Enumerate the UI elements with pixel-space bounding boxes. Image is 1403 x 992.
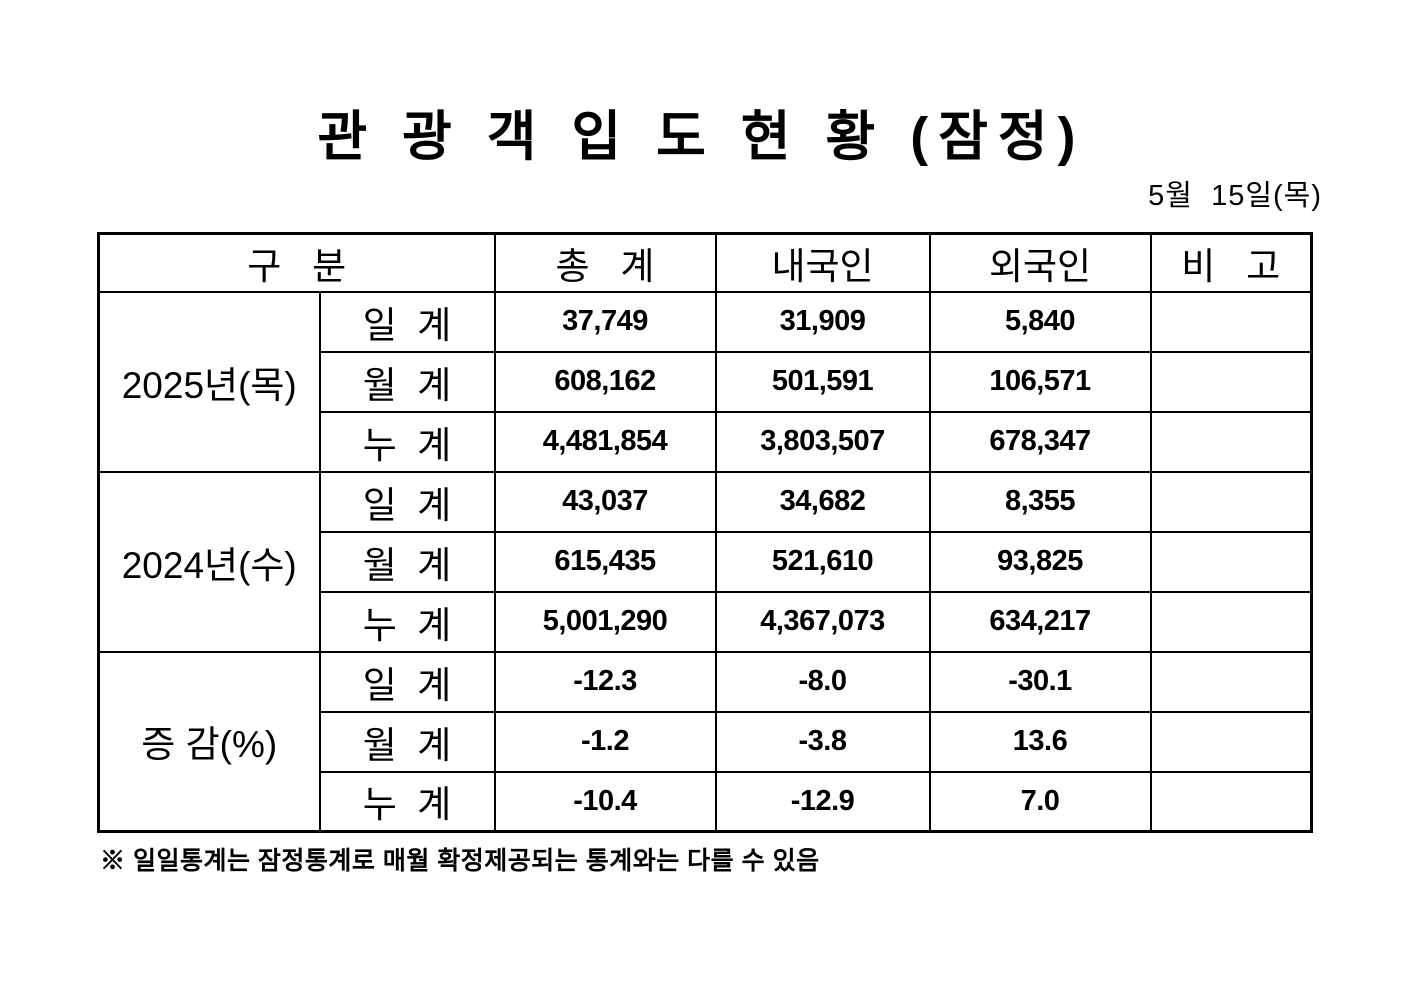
page-title: 관 광 객 입 도 현 황 (잠정): [317, 107, 1086, 167]
value-total: 615,435: [493, 530, 717, 593]
value-domestic: 521,610: [714, 530, 931, 593]
value-note: [1149, 770, 1313, 833]
row-label-daily: 일 계: [318, 470, 496, 533]
value-domestic: -3.8: [714, 710, 931, 773]
table-row: 2025년(목) 일 계 37,749 31,909 5,840: [97, 290, 1313, 473]
value-foreign: 678,347: [928, 410, 1152, 473]
row-label-cumulative: 누 계: [318, 590, 496, 653]
value-note: [1149, 530, 1313, 593]
value-domestic: 501,591: [714, 350, 931, 413]
value-foreign: -30.1: [928, 650, 1152, 713]
value-total: 5,001,290: [493, 590, 717, 653]
value-domestic: 4,367,073: [714, 590, 931, 653]
row-label-cumulative: 누 계: [318, 770, 496, 833]
header-domestic: 내국인: [714, 232, 931, 293]
row-label-monthly: 월 계: [318, 350, 496, 413]
row-label-daily: 일 계: [318, 290, 496, 353]
footnote: ※ 일일통계는 잠정통계로 매월 확정제공되는 통계와는 다를 수 있음: [100, 847, 820, 875]
row-label-monthly: 월 계: [318, 530, 496, 593]
header-note: 비 고: [1149, 232, 1313, 293]
value-total: -1.2: [493, 710, 717, 773]
value-note: [1149, 710, 1313, 773]
value-foreign: 634,217: [928, 590, 1152, 653]
value-note: [1149, 350, 1313, 413]
value-domestic: -12.9: [714, 770, 931, 833]
value-note: [1149, 470, 1313, 533]
value-note: [1149, 650, 1313, 713]
value-domestic: 34,682: [714, 470, 931, 533]
year-label-2025: 2025년(목): [97, 290, 321, 473]
header-foreign: 외국인: [928, 232, 1152, 293]
table-row: 증 감(%) 일 계 -12.3 -8.0 -30.1: [97, 650, 1313, 833]
header-total: 총 계: [493, 232, 717, 293]
value-note: [1149, 410, 1313, 473]
table-row: 누 계 5,001,290 4,367,073 634,217: [99, 590, 1313, 653]
tourist-statistics-table: 구 분 총 계 내국인 외국인 비 고 2025년(목) 일 계 37,749 …: [97, 232, 1314, 833]
value-foreign: 8,355: [928, 470, 1152, 533]
value-foreign: 13.6: [928, 710, 1152, 773]
value-note: [1149, 590, 1313, 653]
table-row: 누 계 -10.4 -12.9 7.0: [99, 770, 1313, 833]
value-total: 608,162: [493, 350, 717, 413]
year-label-2024: 2024년(수): [97, 470, 321, 653]
value-domestic: 3,803,507: [714, 410, 931, 473]
value-foreign: 5,840: [928, 290, 1152, 353]
table-row: 2024년(수) 일 계 43,037 34,682 8,355: [97, 470, 1313, 653]
value-total: -10.4: [493, 770, 717, 833]
value-domestic: 31,909: [714, 290, 931, 353]
value-total: 43,037: [493, 470, 717, 533]
change-percent-label: 증 감(%): [97, 650, 321, 833]
value-domestic: -8.0: [714, 650, 931, 713]
table-row: 월 계 -1.2 -3.8 13.6: [99, 710, 1313, 773]
table-row: 월 계 615,435 521,610 93,825: [99, 530, 1313, 593]
report-date: 5월 15일(목): [1148, 180, 1322, 212]
table-row: 누 계 4,481,854 3,803,507 678,347: [99, 410, 1313, 473]
table-row: 월 계 608,162 501,591 106,571: [99, 350, 1313, 413]
row-label-monthly: 월 계: [318, 710, 496, 773]
value-total: -12.3: [493, 650, 717, 713]
table-header-row: 구 분 총 계 내국인 외국인 비 고: [97, 232, 1313, 293]
row-label-daily: 일 계: [318, 650, 496, 713]
header-category: 구 분: [97, 232, 496, 293]
value-total: 4,481,854: [493, 410, 717, 473]
row-label-cumulative: 누 계: [318, 410, 496, 473]
value-foreign: 106,571: [928, 350, 1152, 413]
value-total: 37,749: [493, 290, 717, 353]
value-note: [1149, 290, 1313, 353]
value-foreign: 7.0: [928, 770, 1152, 833]
value-foreign: 93,825: [928, 530, 1152, 593]
